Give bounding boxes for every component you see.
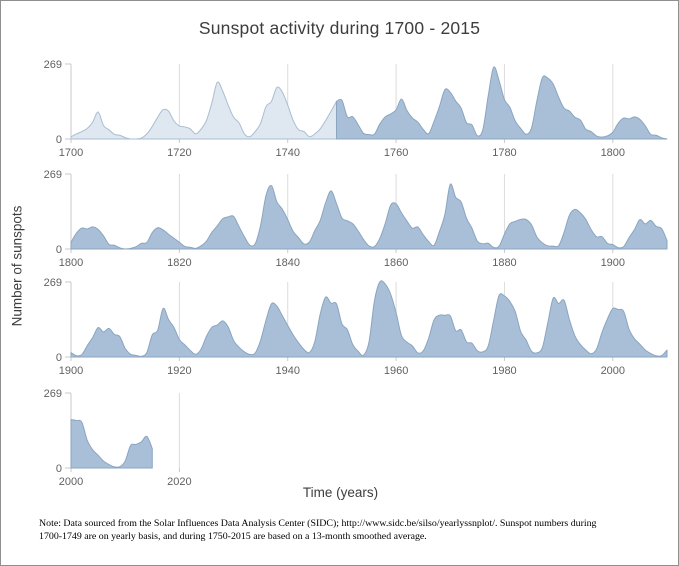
y-tick-label-min: 0 [56, 463, 62, 475]
x-tick-label: 1760 [384, 147, 408, 159]
y-tick-label-max: 269 [44, 388, 62, 400]
y-tick-label-min: 0 [56, 134, 62, 146]
chart-title: Sunspot activity during 1700 - 2015 [198, 18, 481, 38]
area-series-dark [70, 419, 153, 469]
x-tick-label: 1900 [59, 365, 83, 377]
x-tick-label: 1800 [601, 147, 625, 159]
x-tick-label: 1780 [492, 147, 516, 159]
x-tick-label: 1960 [384, 365, 408, 377]
area-series-light [70, 81, 337, 140]
y-axis-title: Number of sunspots [9, 205, 25, 327]
x-tick-label: 1740 [275, 147, 299, 159]
x-tick-label: 1700 [59, 147, 83, 159]
x-tick-label: 1900 [601, 257, 625, 269]
y-tick-label-min: 0 [56, 352, 62, 364]
area-series-dark [70, 183, 668, 250]
source-note: Note: Data sourced from the Solar Influe… [39, 518, 675, 543]
x-tick-label: 1840 [275, 257, 299, 269]
x-tick-label: 1880 [492, 257, 516, 269]
source-note-line-1: Note: Data sourced from the Solar Influe… [39, 518, 597, 529]
x-tick-label: 2000 [601, 365, 625, 377]
x-tick-label: 1940 [275, 365, 299, 377]
y-tick-label-max: 269 [44, 277, 62, 289]
x-tick-label: 2020 [167, 476, 191, 488]
x-tick-label: 1980 [492, 365, 516, 377]
x-tick-label: 1860 [384, 257, 408, 269]
x-tick-label: 1820 [167, 257, 191, 269]
y-tick-label-max: 269 [44, 169, 62, 181]
x-tick-label: 1720 [167, 147, 191, 159]
y-tick-label-max: 269 [44, 59, 62, 71]
x-tick-label: 2000 [59, 476, 83, 488]
x-tick-label: 1920 [167, 365, 191, 377]
x-tick-label: 1800 [59, 257, 83, 269]
x-axis-title: Time (years) [302, 485, 379, 500]
y-tick-label-min: 0 [56, 244, 62, 256]
area-series-dark [70, 280, 668, 358]
source-note-line-2: 1700-1749 are on yearly basis, and durin… [39, 530, 427, 542]
area-series-dark [335, 66, 668, 140]
